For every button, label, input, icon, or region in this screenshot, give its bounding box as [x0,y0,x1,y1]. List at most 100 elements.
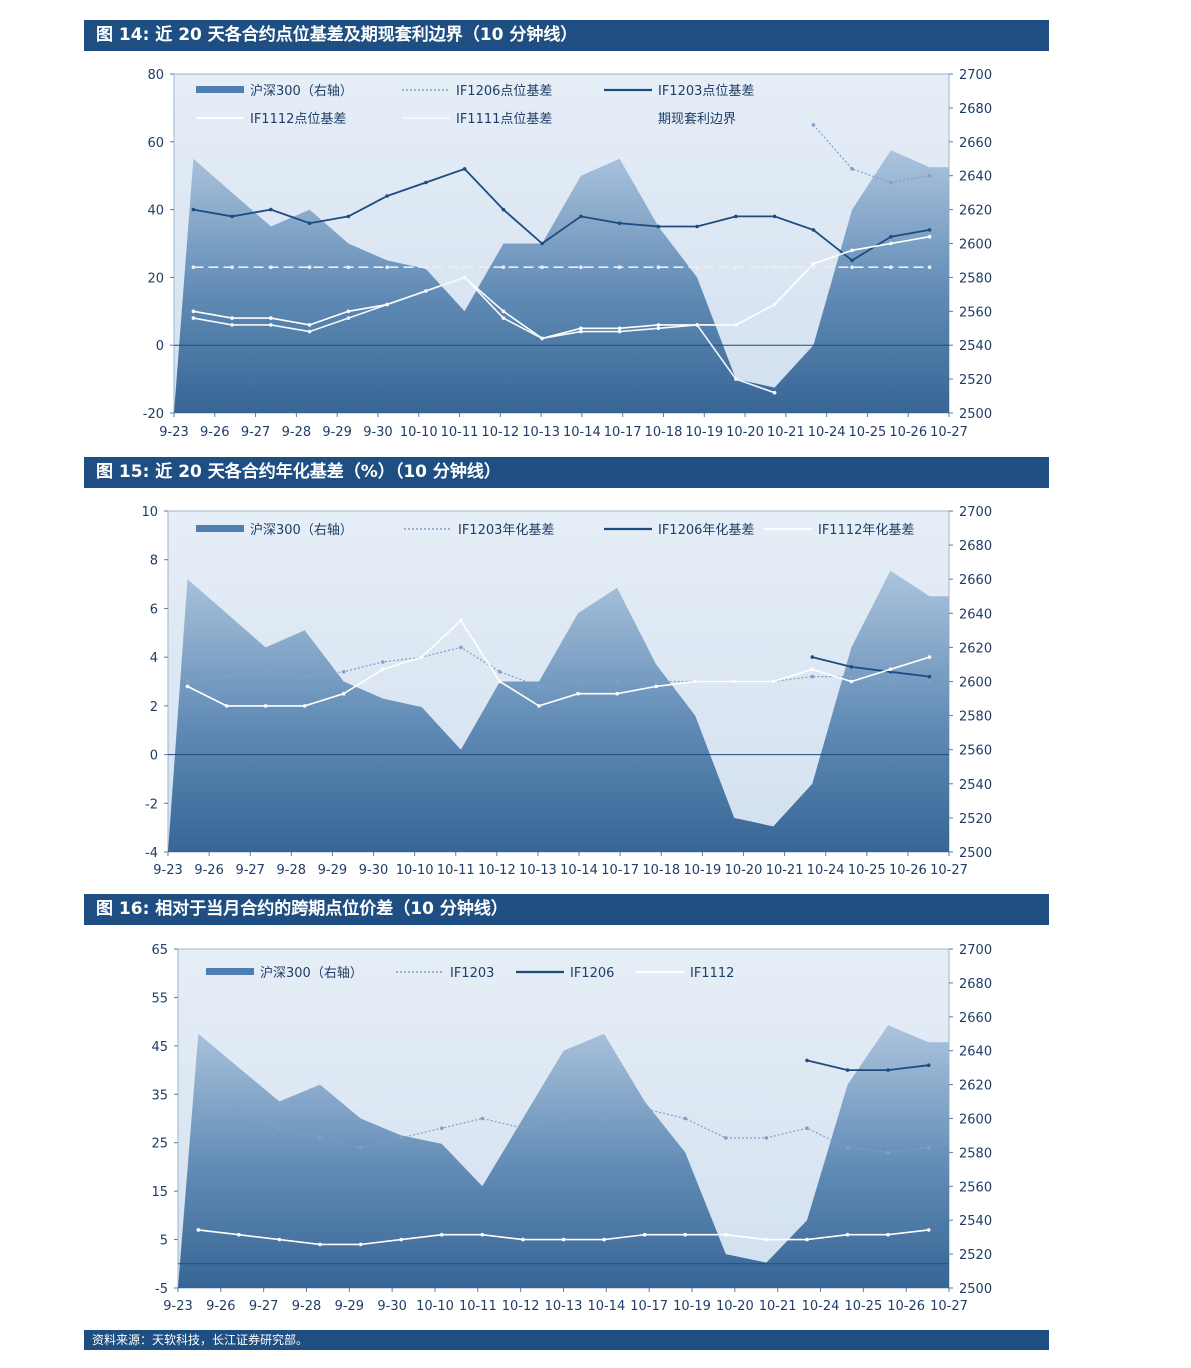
x-tick-label: 10-27 [930,425,968,440]
right-tick-label: 2680 [959,102,992,117]
legend-label: 沪深300（右轴） [250,83,353,99]
left-tick-label: -20 [143,407,164,422]
data-point [307,323,312,327]
data-point [617,326,622,331]
data-point [462,265,467,269]
data-point [302,674,307,679]
data-point [926,1145,931,1150]
data-point [263,704,268,708]
data-point [888,667,893,672]
x-tick-label: 10-10 [400,425,438,440]
data-point [263,670,268,674]
data-point [642,1107,647,1111]
data-point [617,265,622,269]
chart15-title: 图 15: 近 20 天各合约年化基差（%）（10 分钟线） [84,457,1049,488]
data-point [498,670,502,674]
data-point [889,265,893,269]
x-tick-label: 9-26 [194,863,224,878]
data-point [537,684,541,689]
right-tick-label: 2540 [959,339,992,354]
data-point [772,390,777,395]
series-line-3 [187,619,930,707]
right-tick-label: 2560 [959,305,992,320]
data-point [926,1063,931,1067]
x-tick-label: 10-20 [726,425,764,440]
data-point [237,1107,241,1111]
right-tick-label: 2620 [959,641,992,656]
data-point [399,1237,404,1242]
left-tick-label: 40 [147,204,164,219]
hs300-area [168,570,949,852]
data-point [850,248,854,253]
left-tick-label: 35 [151,1088,168,1103]
chart15-annualized-basis: 10 8 6 4 2 0 -2 -4 2700 2680 2660 2640 2620 2600 2580 2… [141,505,992,878]
data-point [888,679,893,684]
left-tick-label: -2 [145,797,158,812]
data-point [732,679,736,684]
x-tick-label: 9-27 [235,863,265,878]
right-tick-label: 2600 [959,676,992,691]
data-point [191,309,196,314]
data-point [462,167,467,171]
x-tick-label: 10-21 [766,863,804,878]
x-tick-label: 10-13 [522,425,560,440]
legend-label: IF1206 [570,966,614,981]
series-line-2 [812,656,930,678]
data-point [886,1068,890,1072]
data-point [269,207,273,212]
right-tick-label: 2620 [959,204,992,219]
left-tick-label: 5 [160,1234,168,1249]
data-point [424,180,428,185]
data-point [734,377,738,381]
data-point [617,221,622,225]
data-point [480,1232,485,1237]
legend-label: IF1111点位基差 [456,112,552,127]
data-point [734,265,738,269]
right-tick-label: 2540 [959,1214,992,1229]
x-tick-label: 10-13 [545,1299,583,1314]
data-point [845,1232,850,1237]
data-point [656,265,661,269]
data-point [850,167,854,171]
x-tick-label: 10-14 [587,1299,625,1314]
right-tick-label: 2700 [959,68,992,83]
data-point [579,326,583,331]
x-tick-label: 10-12 [502,1299,540,1314]
data-point [889,241,893,246]
data-point [811,265,816,269]
right-tick-label: 2700 [959,505,992,520]
right-tick-label: 2700 [959,943,992,958]
data-point [656,224,661,229]
data-point [561,1116,566,1121]
data-point [540,336,544,341]
data-point [889,234,893,239]
x-tick-label: 10-14 [563,425,601,440]
left-tick-label: 4 [150,651,158,666]
data-point [845,1068,850,1072]
data-point [385,194,389,198]
left-tick-label: 65 [151,943,168,958]
data-point [576,679,580,684]
data-point [196,1228,201,1232]
data-point [191,265,196,269]
data-point [358,1242,363,1247]
data-point [307,265,312,269]
x-tick-label: 10-27 [930,863,968,878]
left-tick-label: 15 [151,1185,168,1200]
data-point [346,265,351,269]
x-tick-label: 9-30 [359,863,389,878]
data-point [927,265,932,269]
left-tick-label: 0 [150,749,158,764]
x-tick-label: 10-10 [416,1299,454,1314]
x-tick-label: 10-12 [478,863,516,878]
data-point [695,224,699,229]
data-point [230,265,234,269]
data-point [440,1126,444,1130]
data-point [805,1126,809,1130]
data-point [811,123,816,127]
left-tick-label: 6 [150,602,158,617]
chart14-basis-points: 80 60 40 20 0 -20 2700 2680 2660 2640 2620 2600 2580… [143,68,992,440]
source-footer: 资料来源：天软科技，长江证券研究部。 [84,1330,1049,1350]
right-tick-label: 2680 [959,539,992,554]
data-point [381,667,385,672]
